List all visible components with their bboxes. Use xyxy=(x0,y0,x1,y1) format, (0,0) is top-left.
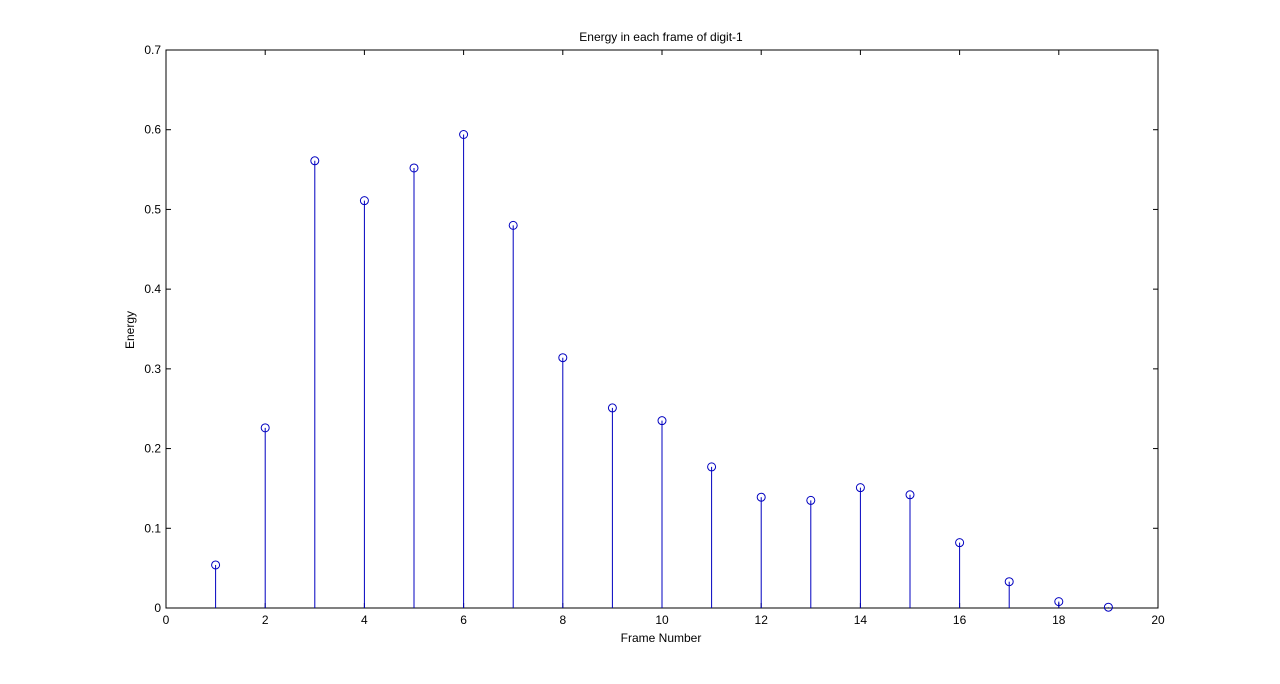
y-tick-label: 0.1 xyxy=(144,521,161,535)
stem-marker xyxy=(409,163,419,173)
y-tick-label: 0.2 xyxy=(144,442,161,456)
stem-marker xyxy=(558,353,568,363)
stem-marker xyxy=(1103,602,1113,612)
stem-marker xyxy=(806,495,816,505)
stem-marker xyxy=(508,220,518,230)
y-tick-label: 0.7 xyxy=(144,43,161,57)
y-tick-label: 0.3 xyxy=(144,362,161,376)
stem-marker xyxy=(657,416,667,426)
x-tick-label: 4 xyxy=(361,613,368,627)
x-tick-label: 18 xyxy=(1052,613,1066,627)
stem-marker xyxy=(1054,597,1064,607)
y-tick-label: 0 xyxy=(154,601,161,615)
data-series xyxy=(211,129,1113,612)
x-tick-label: 6 xyxy=(460,613,467,627)
stem-marker xyxy=(459,129,469,139)
x-tick-label: 14 xyxy=(854,613,868,627)
y-tick-label: 0.5 xyxy=(144,202,161,216)
y-axis: 0 0.1 0.2 0.3 0.4 0.5 0.6 0.7 xyxy=(144,43,1158,615)
chart-title: Energy in each frame of digit-1 xyxy=(579,30,743,44)
stem-marker xyxy=(1004,577,1014,587)
y-tick-label: 0.4 xyxy=(144,282,161,296)
stem-marker xyxy=(707,462,717,472)
stem-marker xyxy=(260,423,270,433)
stem-marker xyxy=(855,483,865,493)
x-tick-label: 8 xyxy=(559,613,566,627)
x-tick-label: 10 xyxy=(655,613,669,627)
x-tick-label: 16 xyxy=(953,613,967,627)
y-axis-label: Energy xyxy=(123,311,137,349)
stem-marker xyxy=(607,403,617,413)
stem-marker xyxy=(310,156,320,166)
stem-marker xyxy=(905,490,915,500)
x-tick-label: 2 xyxy=(262,613,269,627)
stem-marker xyxy=(955,538,965,548)
stem-marker xyxy=(359,196,369,206)
x-axis-label: Frame Number xyxy=(621,631,702,645)
stem-marker xyxy=(211,560,221,570)
y-tick-label: 0.6 xyxy=(144,123,161,137)
x-tick-label: 12 xyxy=(755,613,769,627)
x-tick-label: 20 xyxy=(1151,613,1165,627)
x-tick-label: 0 xyxy=(163,613,170,627)
stem-marker xyxy=(756,492,766,502)
